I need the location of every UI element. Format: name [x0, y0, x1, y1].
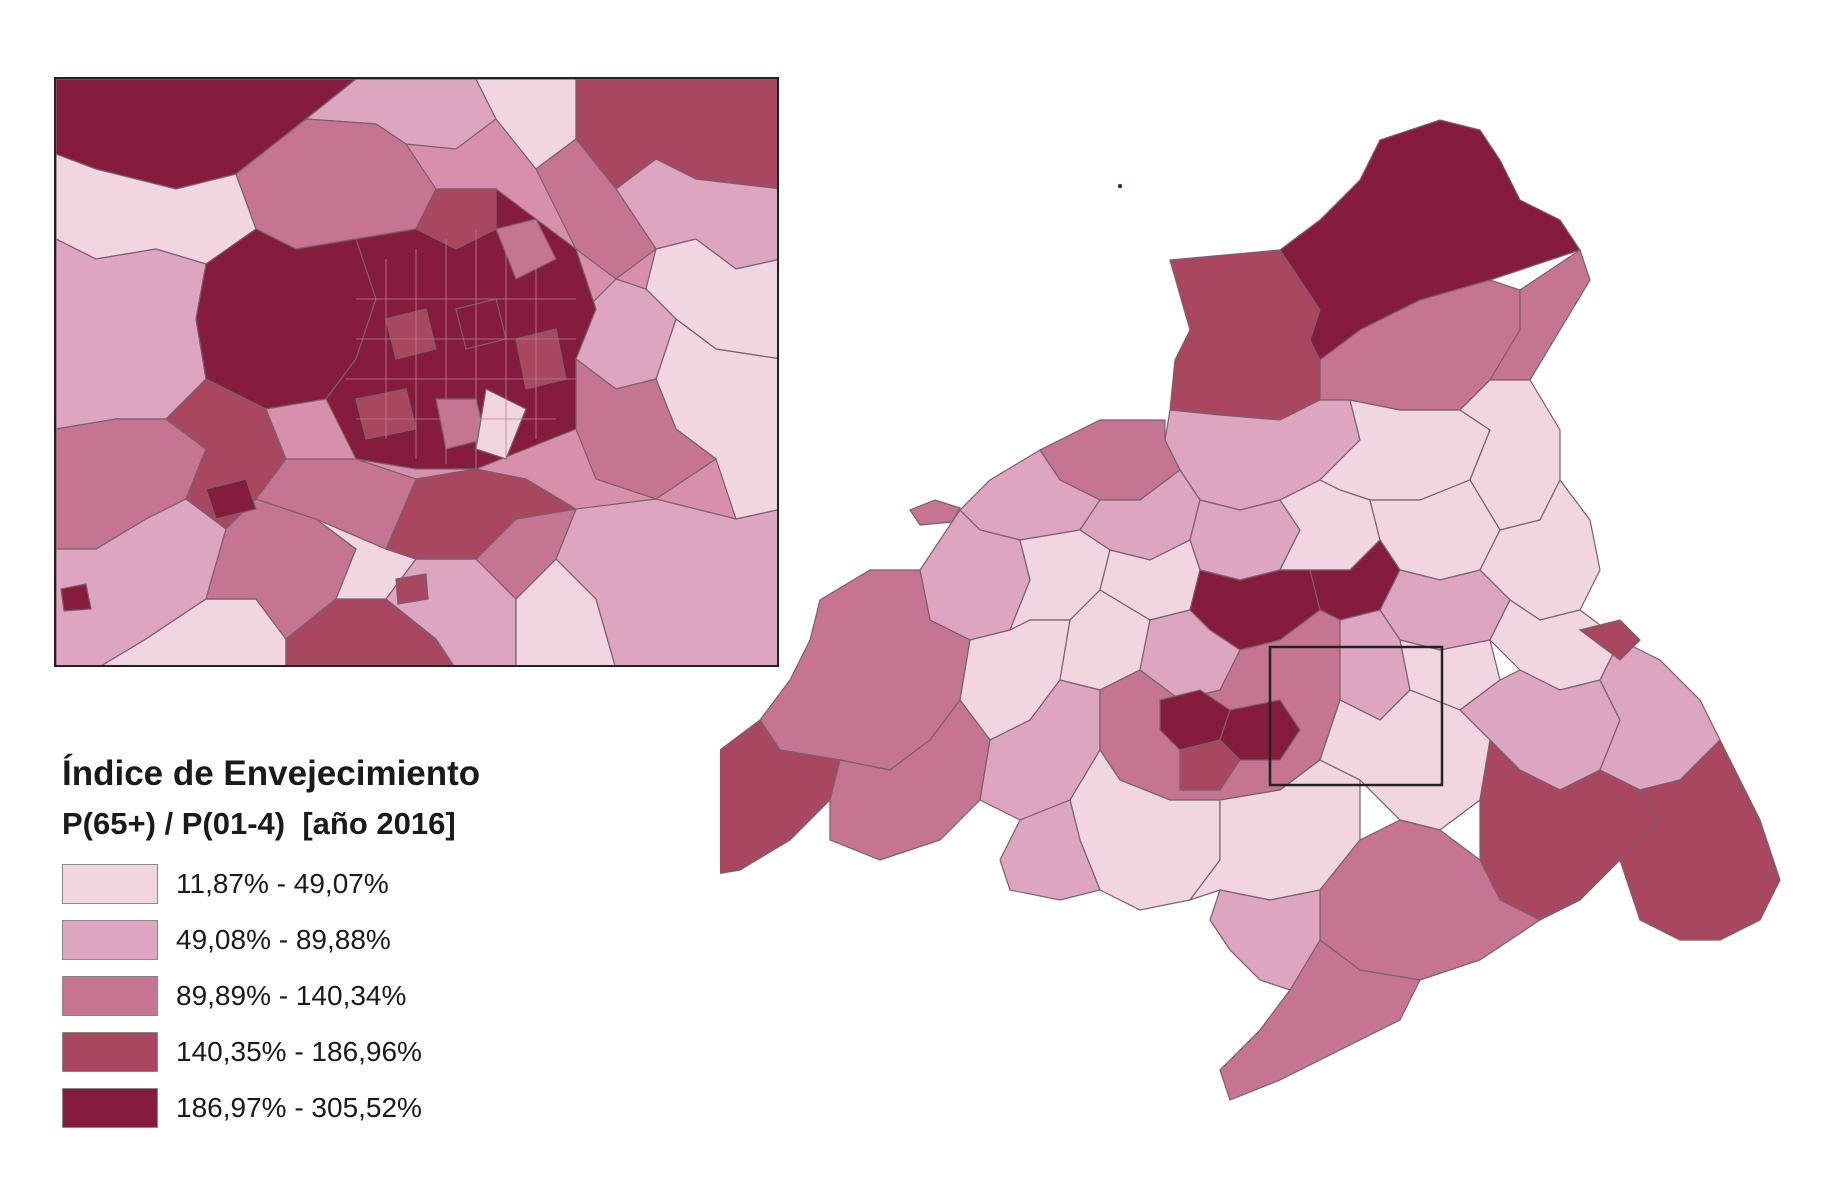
legend-item: 11,87% - 49,07%	[62, 856, 622, 912]
legend-item: 186,97% - 305,52%	[62, 1080, 622, 1136]
inset-region	[535, 138, 657, 280]
inset-region	[575, 357, 718, 500]
map-region	[1179, 739, 1241, 791]
legend-label: 89,89% - 140,34%	[176, 980, 407, 1011]
inset-locator-frame	[1268, 645, 1444, 787]
inset-map-svg	[56, 79, 777, 665]
legend-subtitle: P(65+) / P(01-4) [año 2016]	[62, 806, 456, 841]
inset-region	[60, 583, 92, 612]
legend-swatch	[62, 920, 158, 960]
map-region	[1279, 119, 1581, 361]
inset-region	[495, 218, 557, 280]
map-region	[1488, 249, 1591, 381]
legend-swatch	[62, 976, 158, 1016]
legend-swatch	[62, 864, 158, 904]
region-map	[639, 100, 1820, 1165]
legend-item: 140,35% - 186,96%	[62, 1024, 622, 1080]
map-region	[999, 799, 1101, 901]
legend-items: 11,87% - 49,07% 49,08% - 89,88% 89,89% - 1…	[62, 856, 622, 1136]
inset-region	[395, 573, 429, 605]
inset-region	[385, 468, 578, 560]
legend-item: 49,08% - 89,88%	[62, 912, 622, 968]
legend-swatch	[62, 1088, 158, 1128]
legend-label: 49,08% - 89,88%	[176, 924, 391, 955]
legend-title: Índice de Envejecimiento	[62, 754, 481, 793]
legend-label: 186,97% - 305,52%	[176, 1092, 422, 1123]
legend-swatch	[62, 1032, 158, 1072]
inset-map	[54, 77, 779, 667]
map-region	[1219, 939, 1421, 1101]
inset-region	[205, 478, 257, 520]
legend-label: 11,87% - 49,07%	[176, 868, 389, 899]
inset-region	[385, 308, 437, 360]
map-dot	[1118, 184, 1122, 188]
legend: Índice de Envejecimiento P(65+) / P(01-4…	[62, 750, 622, 1136]
legend-label: 140,35% - 186,96%	[176, 1036, 422, 1067]
map-region	[1578, 619, 1641, 661]
legend-item: 89,89% - 140,34%	[62, 968, 622, 1024]
map-region	[1209, 889, 1321, 991]
region-map-svg	[639, 119, 1781, 1101]
inset-region	[56, 238, 207, 430]
map-region	[1619, 738, 1781, 941]
inset-boundary	[346, 229, 576, 469]
